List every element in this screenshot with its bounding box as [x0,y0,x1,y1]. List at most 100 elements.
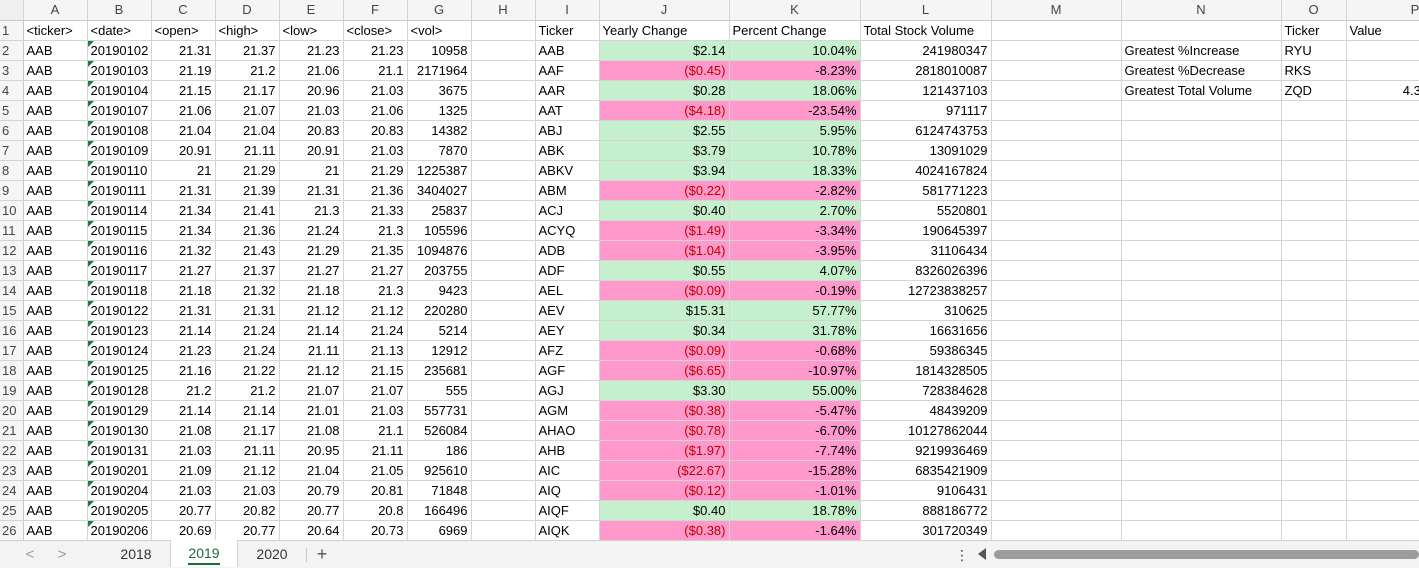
cell-c[interactable]: 21.15 [151,80,216,101]
cell-e[interactable]: 21.11 [279,340,344,361]
cell-h[interactable] [471,440,536,461]
cell-n[interactable] [1121,400,1282,421]
cell-e[interactable]: 21.24 [279,220,344,241]
cell-e[interactable]: 21.03 [279,100,344,121]
cell-d[interactable]: 21.11 [215,140,280,161]
cell-n[interactable] [1121,320,1282,341]
column-header-e[interactable]: E [279,0,344,21]
cell-k[interactable]: 18.78% [729,500,861,521]
cell-o[interactable] [1281,140,1347,161]
cell-f[interactable]: 21.06 [343,100,408,121]
row-header[interactable]: 2 [0,40,24,61]
cell-l[interactable]: 8326026396 [860,260,992,281]
cell-g[interactable]: 555 [407,380,472,401]
cell-o[interactable]: ZQD [1281,80,1347,101]
cell-m[interactable] [991,300,1122,321]
cell-d[interactable]: 21.43 [215,240,280,261]
cell-b[interactable]: 20190103 [87,60,152,81]
cell-i[interactable]: AHAO [535,420,600,441]
cell-k[interactable]: -1.01% [729,480,861,501]
cell-k[interactable]: -0.19% [729,280,861,301]
cell-f[interactable]: 21.05 [343,460,408,481]
cell-c[interactable]: 21.32 [151,240,216,261]
cell-c[interactable]: 21.23 [151,340,216,361]
cell-l[interactable]: 9219936469 [860,440,992,461]
cell-o[interactable]: Ticker [1281,20,1347,41]
cell-a[interactable]: AAB [23,420,88,441]
cell-f[interactable]: 21.29 [343,160,408,181]
cell-n[interactable] [1121,460,1282,481]
cell-a[interactable]: AAB [23,240,88,261]
cell-m[interactable] [991,320,1122,341]
cell-m[interactable] [991,200,1122,221]
cell-b[interactable]: 20190102 [87,40,152,61]
cell-f[interactable]: 21.12 [343,300,408,321]
cell-i[interactable]: AIQK [535,520,600,541]
cell-a[interactable]: AAB [23,440,88,461]
cell-e[interactable]: 21.06 [279,60,344,81]
cell-i[interactable]: AAB [535,40,600,61]
cell-n[interactable] [1121,20,1282,41]
cell-o[interactable] [1281,100,1347,121]
cell-i[interactable]: AAT [535,100,600,121]
cell-i[interactable]: AIC [535,460,600,481]
cell-a[interactable]: AAB [23,120,88,141]
cell-c[interactable]: 21.19 [151,60,216,81]
cell-k[interactable]: 57.77% [729,300,861,321]
cell-j[interactable]: $15.31 [599,300,730,321]
cell-j[interactable]: $2.14 [599,40,730,61]
cell-l[interactable]: 121437103 [860,80,992,101]
cell-c[interactable]: 21.03 [151,480,216,501]
cell-m[interactable] [991,480,1122,501]
cell-k[interactable]: -23.54% [729,100,861,121]
cell-h[interactable] [471,380,536,401]
cell-n[interactable] [1121,100,1282,121]
cell-m[interactable] [991,460,1122,481]
cell-p[interactable] [1346,340,1419,361]
cell-c[interactable]: 20.77 [151,500,216,521]
cell-m[interactable] [991,160,1122,181]
cell-i[interactable]: AEV [535,300,600,321]
cell-h[interactable] [471,300,536,321]
cell-b[interactable]: 20190122 [87,300,152,321]
column-header-h[interactable]: H [471,0,536,21]
cell-l[interactable]: 16631656 [860,320,992,341]
cell-m[interactable] [991,240,1122,261]
cell-c[interactable]: 21.2 [151,380,216,401]
cell-p[interactable] [1346,440,1419,461]
cell-f[interactable]: 21.03 [343,80,408,101]
cell-p[interactable]: 190.03% [1346,40,1419,61]
cell-f[interactable]: 21.27 [343,260,408,281]
cell-i[interactable]: ADB [535,240,600,261]
cell-l[interactable]: 241980347 [860,40,992,61]
cell-b[interactable]: 20190130 [87,420,152,441]
cell-c[interactable]: 21.31 [151,180,216,201]
cell-h[interactable] [471,200,536,221]
more-options-icon[interactable]: ⋮ [955,547,969,563]
cell-g[interactable]: 10958 [407,40,472,61]
row-header[interactable]: 8 [0,160,24,181]
cell-f[interactable]: <close> [343,20,408,41]
cell-l[interactable]: 190645397 [860,220,992,241]
cell-f[interactable]: 21.1 [343,60,408,81]
cell-i[interactable]: ACJ [535,200,600,221]
cell-j[interactable]: $3.94 [599,160,730,181]
cell-k[interactable]: -1.64% [729,520,861,541]
cell-o[interactable] [1281,220,1347,241]
cell-h[interactable] [471,160,536,181]
cell-c[interactable]: 21.18 [151,280,216,301]
cell-p[interactable] [1346,320,1419,341]
cell-b[interactable]: 20190129 [87,400,152,421]
cell-b[interactable]: 20190116 [87,240,152,261]
column-header-i[interactable]: I [535,0,600,21]
cell-k[interactable]: -3.34% [729,220,861,241]
row-header[interactable]: 23 [0,460,24,481]
row-header[interactable]: 11 [0,220,24,241]
cell-l[interactable]: 31106434 [860,240,992,261]
cell-d[interactable]: 21.07 [215,100,280,121]
cell-d[interactable]: 21.17 [215,80,280,101]
cell-j[interactable]: ($0.09) [599,340,730,361]
cell-d[interactable]: 21.32 [215,280,280,301]
cell-m[interactable] [991,280,1122,301]
cell-k[interactable]: 5.95% [729,120,861,141]
